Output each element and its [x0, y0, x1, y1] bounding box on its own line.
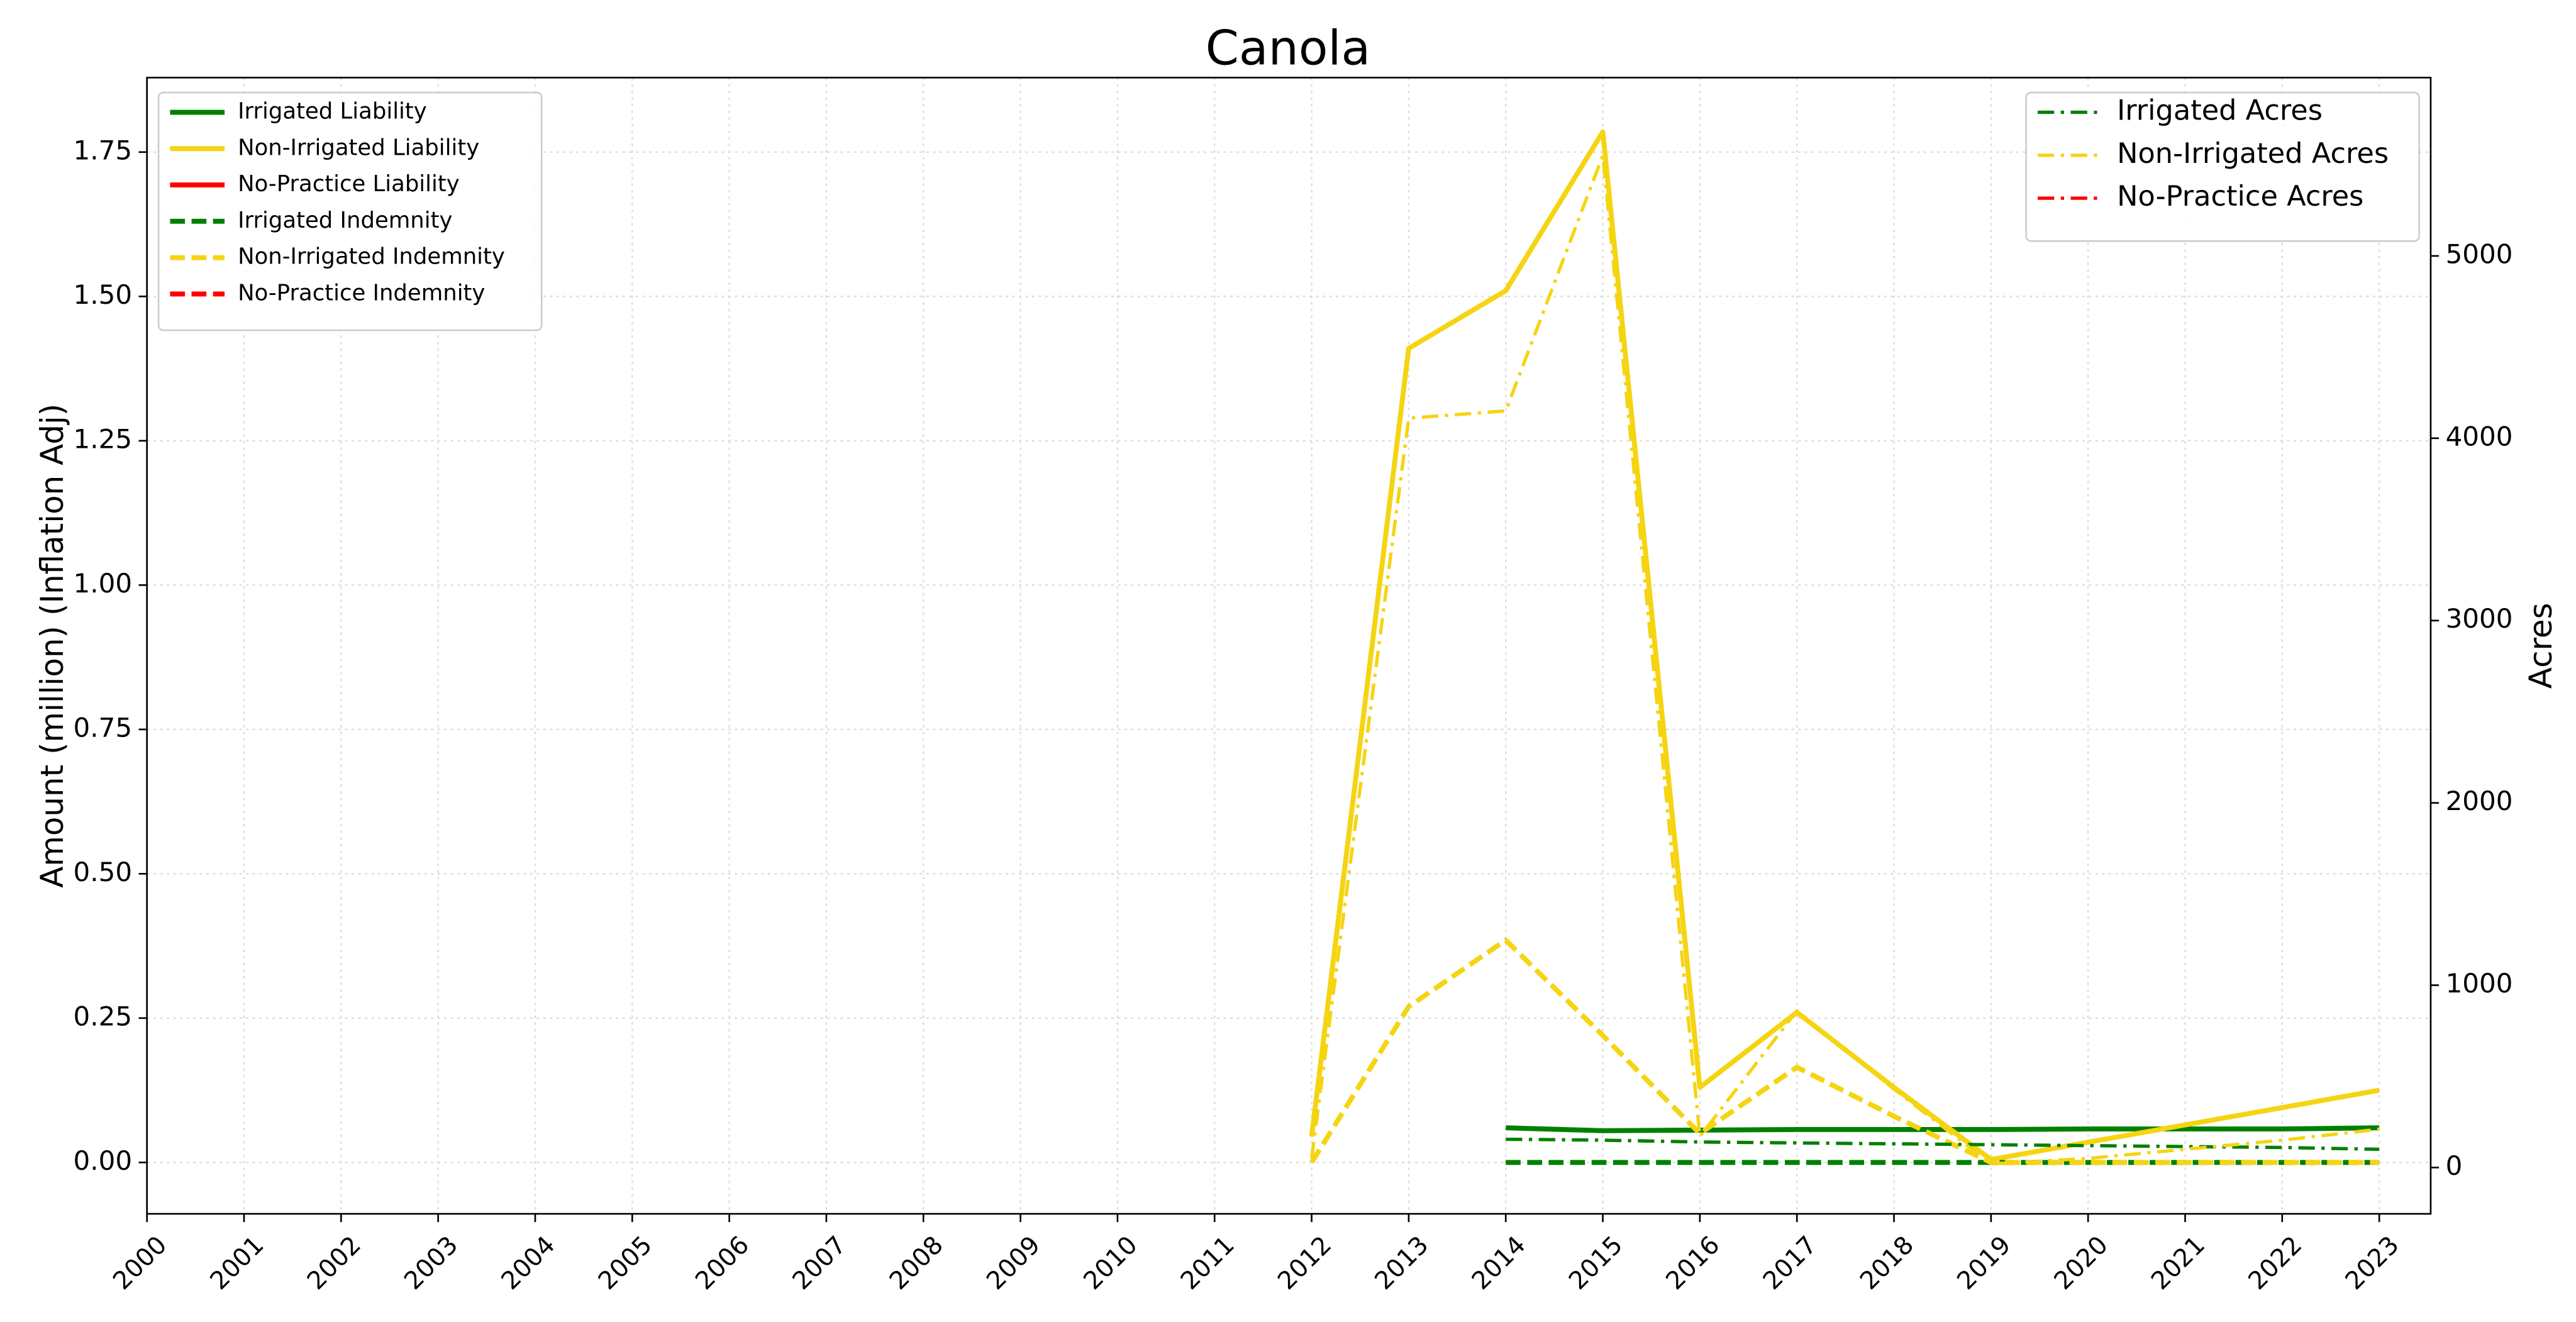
y-tick-label: 1.75: [74, 135, 133, 165]
plot-frame: [146, 77, 2432, 1215]
chart-title: Canola: [1206, 19, 1370, 75]
x-tick-label: 2015: [1563, 1230, 1628, 1295]
legend-box: [157, 91, 543, 331]
legend-label: No-Practice Indemnity: [238, 280, 485, 306]
legend-label: Non-Irrigated Liability: [238, 135, 479, 160]
y2-tick-label: 1000: [2446, 968, 2513, 999]
x-tick-label: 2023: [2340, 1230, 2404, 1295]
legend-label: Non-Irrigated Indemnity: [238, 244, 505, 270]
y-tick-label: 0.75: [74, 712, 133, 743]
series-line: [1506, 1137, 2380, 1152]
x-tick-label: 2018: [1855, 1230, 1919, 1295]
series-line: [1309, 129, 2380, 1162]
legend-label: Irrigated Indemnity: [238, 208, 452, 233]
legend-label: No-Practice Acres: [2117, 180, 2363, 213]
y2-tick-label: 2000: [2446, 786, 2513, 816]
legend-label: Non-Irrigated Acres: [2117, 137, 2389, 170]
y-tick-label: 0.25: [74, 1001, 133, 1031]
x-tick-label: 2008: [884, 1230, 948, 1295]
x-tick-label: 2003: [399, 1230, 464, 1295]
x-tick-label: 2017: [1757, 1230, 1822, 1295]
legend-box: [2025, 91, 2420, 242]
y2-tick-label: 4000: [2446, 421, 2513, 452]
x-tick-label: 2019: [1951, 1230, 2016, 1295]
x-tick-label: 2021: [2146, 1230, 2211, 1295]
y-tick-label: 1.50: [74, 279, 133, 310]
x-tick-label: 2010: [1078, 1230, 1143, 1295]
x-tick-label: 2014: [1466, 1230, 1531, 1295]
y-tick-label: 1.00: [74, 568, 133, 599]
y2-tick-label: 5000: [2446, 238, 2513, 269]
series-line: [1506, 1125, 2380, 1133]
y2-axis-label: Acres: [2523, 603, 2559, 689]
x-tick-label: 2006: [690, 1230, 755, 1295]
y-tick-label: 0.00: [74, 1145, 133, 1176]
x-tick-label: 2005: [592, 1230, 657, 1295]
series-line: [1309, 937, 2380, 1165]
x-tick-label: 2009: [981, 1230, 1046, 1295]
x-tick-label: 2012: [1272, 1230, 1337, 1295]
x-tick-label: 2001: [204, 1230, 269, 1295]
y-axis-label: Amount (million) (Inflation Adj): [34, 404, 70, 888]
y-tick-label: 1.25: [74, 423, 133, 454]
x-tick-label: 2007: [787, 1230, 852, 1295]
y2-tick-label: 3000: [2446, 603, 2513, 634]
legend-label: Irrigated Liability: [238, 99, 427, 125]
series-line: [1309, 153, 2380, 1166]
y-tick-label: 0.50: [74, 857, 133, 887]
x-tick-label: 2016: [1660, 1230, 1725, 1295]
x-tick-label: 2011: [1175, 1230, 1240, 1295]
legend-label: Irrigated Acres: [2117, 94, 2323, 127]
x-tick-label: 2013: [1369, 1230, 1434, 1295]
x-tick-label: 2022: [2243, 1230, 2307, 1295]
x-tick-label: 2000: [108, 1230, 172, 1295]
x-tick-label: 2002: [302, 1230, 367, 1295]
x-tick-label: 2020: [2048, 1230, 2113, 1295]
y2-tick-label: 0: [2446, 1150, 2463, 1181]
legend-label: No-Practice Liability: [238, 171, 460, 197]
x-tick-label: 2004: [496, 1230, 560, 1295]
